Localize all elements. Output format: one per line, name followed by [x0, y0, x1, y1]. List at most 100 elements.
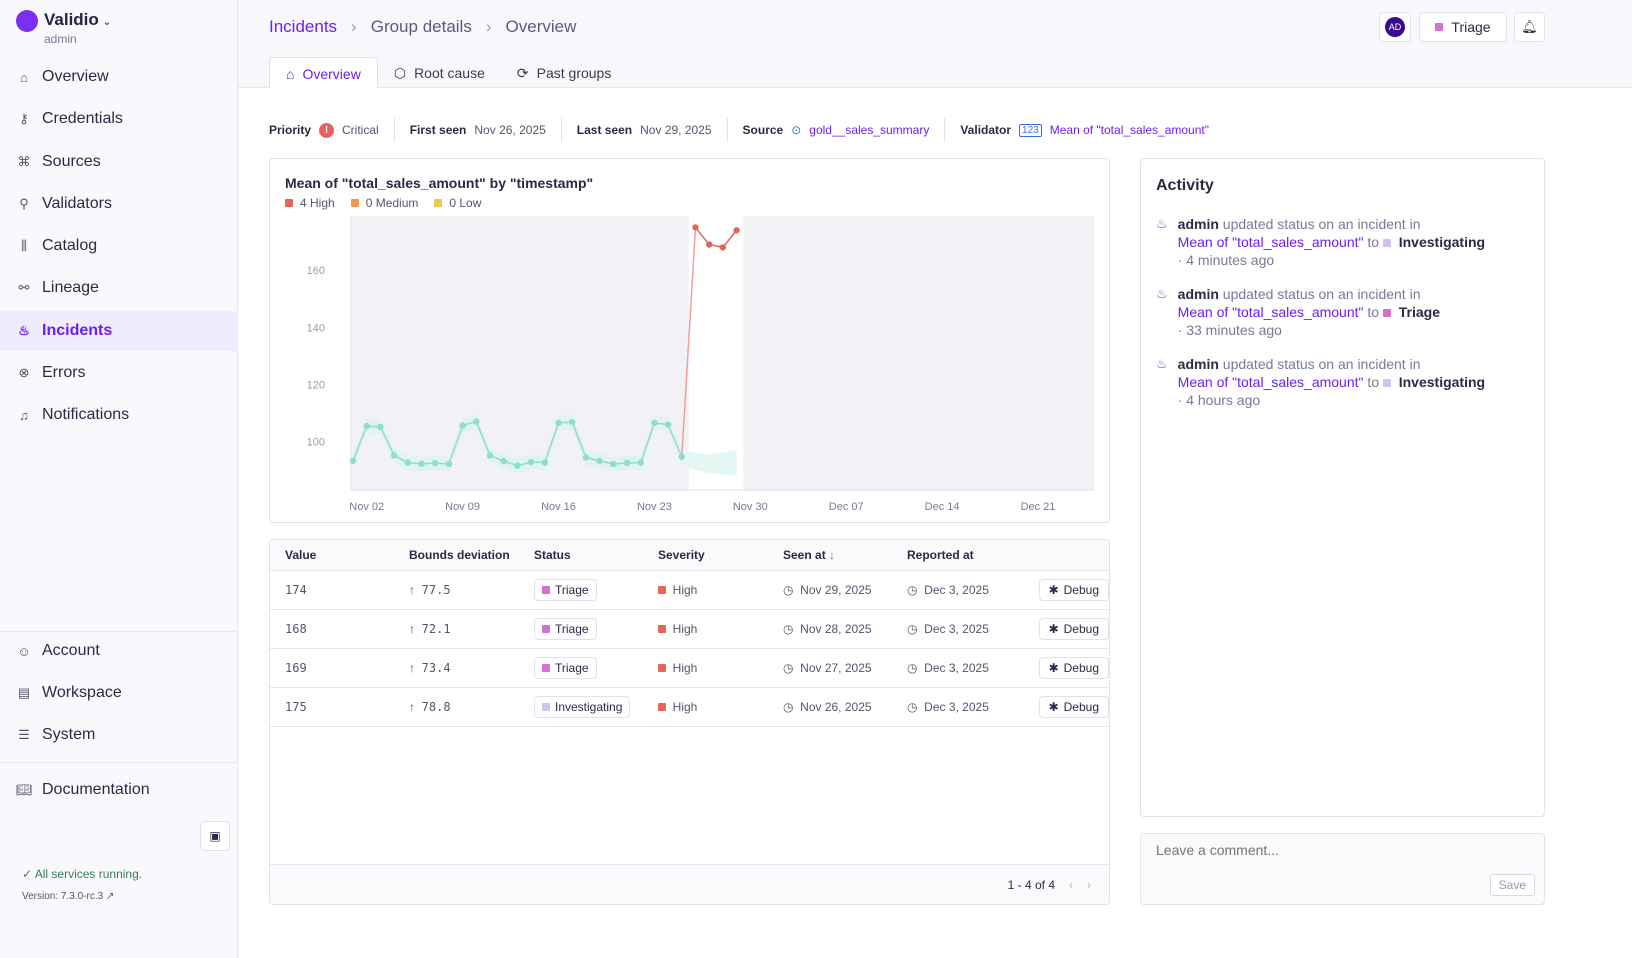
tab-root-cause[interactable]: ⬡ Root cause — [378, 57, 501, 89]
anomaly-data-point — [706, 241, 713, 248]
sidebar-item-notifications[interactable]: ♫ Notifications — [0, 395, 238, 435]
table-row[interactable]: 169 ↑ 73.4 Triage High ◷ Nov 27, 2025 ◷ … — [270, 648, 1109, 688]
x-tick-label: Nov 30 — [733, 501, 768, 513]
sidebar-item-incidents[interactable]: ♨ Incidents — [0, 310, 238, 351]
home-icon: ⌂ — [20, 69, 28, 85]
plot-background — [743, 216, 1094, 490]
collapse-sidebar-button[interactable]: ▣ — [200, 821, 230, 851]
debug-button[interactable]: ✱ Debug — [1038, 578, 1109, 601]
sidebar-item-label: Overview — [42, 68, 109, 85]
sidebar-item-credentials[interactable]: ⚷ Credentials — [0, 99, 238, 139]
last-seen-label: Last seen — [576, 123, 633, 137]
chevron-down-icon: ⌄ — [102, 16, 112, 28]
column-header-severity[interactable]: Severity — [643, 540, 768, 571]
column-header-actions — [1023, 540, 1109, 571]
reported-at-cell: ◷ Dec 3, 2025 — [892, 687, 1024, 727]
table-row[interactable]: 174 ↑ 77.5 Triage High ◷ Nov 29, 2025 ◷ … — [270, 570, 1109, 610]
anomaly-connector — [681, 227, 697, 457]
workspace-switcher[interactable]: Validio ⌄ admin — [16, 10, 112, 46]
x-tick-label: Nov 09 — [445, 501, 480, 513]
status-badge[interactable]: Triage — [534, 617, 597, 640]
bug-icon: ✱ — [1048, 660, 1059, 675]
source-label: Source — [742, 123, 784, 137]
status-badge[interactable]: Triage — [534, 578, 597, 601]
save-comment-button[interactable]: Save — [1489, 874, 1535, 896]
sources-icon: ⌘ — [17, 153, 31, 169]
status-cell: Triage — [519, 570, 643, 610]
activity-status: Triage — [1398, 304, 1440, 320]
debug-button[interactable]: ✱ Debug — [1038, 695, 1109, 718]
incidents-table-card: Value Bounds deviation Status Severity S… — [269, 539, 1110, 905]
arrow-up-icon: ↑ — [409, 621, 415, 636]
debug-button[interactable]: ✱ Debug — [1038, 656, 1109, 679]
severity-text: High — [672, 582, 698, 597]
source-link[interactable]: gold__sales_summary — [809, 123, 930, 137]
debug-button[interactable]: ✱ Debug — [1038, 617, 1109, 640]
activity-validator-link[interactable]: Mean of "total_sales_amount" — [1177, 234, 1364, 250]
user-icon: ☺ — [17, 643, 31, 659]
previous-page-button[interactable]: ‹ — [1069, 877, 1073, 892]
column-header-seen-at[interactable]: Seen at ↓ — [768, 540, 892, 571]
activity-time: · 33 minutes ago — [1177, 322, 1282, 338]
severity-cell: High — [643, 648, 768, 688]
debug-label: Debug — [1063, 582, 1099, 597]
reported-at-text: Dec 3, 2025 — [924, 660, 989, 675]
tab-past-groups[interactable]: ⟳ Past groups — [501, 57, 627, 89]
column-header-status[interactable]: Status — [519, 540, 643, 571]
sidebar-item-workspace[interactable]: ▤ Workspace — [0, 673, 238, 713]
numeric-validator-icon: 123 — [1019, 123, 1042, 137]
activity-validator-link[interactable]: Mean of "total_sales_amount" — [1177, 374, 1364, 390]
deviation-cell: ↑ 78.8 — [394, 687, 519, 727]
activity-title: Activity — [1156, 177, 1214, 194]
user-menu-button[interactable]: AD — [1379, 12, 1411, 42]
breadcrumb-group-details[interactable]: Group details — [370, 17, 472, 36]
sidebar-item-documentation[interactable]: 📖︎ Documentation — [0, 770, 238, 810]
sidebar-item-sources[interactable]: ⌘ Sources — [0, 142, 238, 182]
bigquery-source-icon: ⊙ — [791, 123, 802, 137]
sidebar-item-validators[interactable]: ⚲ Validators — [0, 184, 238, 224]
sidebar-item-system[interactable]: ☰ System — [0, 715, 238, 755]
table-row[interactable]: 168 ↑ 72.1 Triage High ◷ Nov 28, 2025 ◷ … — [270, 609, 1109, 649]
chevron-right-icon: › — [485, 17, 492, 36]
debug-label: Debug — [1063, 621, 1099, 636]
activity-panel: Activity ♨ admin updated status on an in… — [1140, 158, 1545, 817]
sidebar-item-account[interactable]: ☺ Account — [0, 631, 238, 671]
severity-swatch — [658, 702, 666, 711]
value-cell: 168 — [270, 609, 394, 649]
column-header-value[interactable]: Value — [270, 540, 394, 571]
sidebar-item-lineage[interactable]: ⚯ Lineage — [0, 268, 238, 308]
column-header-bounds-deviation[interactable]: Bounds deviation — [394, 540, 519, 571]
validator-link[interactable]: Mean of "total_sales_amount" — [1049, 123, 1209, 137]
normal-data-point — [390, 452, 398, 459]
sidebar-item-label: Validators — [42, 194, 112, 212]
anomaly-series-line — [694, 226, 738, 249]
sidebar-item-catalog[interactable]: ⫼ Catalog — [0, 226, 238, 266]
critical-alert-icon: ! — [319, 122, 335, 138]
divider — [0, 631, 238, 632]
comment-input[interactable] — [1156, 842, 1526, 858]
status-dropdown-button[interactable]: Triage — [1419, 12, 1507, 42]
external-link-icon: ↗ — [105, 891, 115, 902]
anomaly-data-point — [719, 244, 727, 251]
table-row[interactable]: 175 ↑ 78.8 Investigating High ◷ Nov 26, … — [270, 687, 1109, 727]
version-link[interactable]: Version: 7.3.0-rc.3 ↗ — [22, 891, 114, 902]
activity-to: to — [1367, 374, 1380, 390]
tab-overview[interactable]: ⌂ Overview — [269, 57, 378, 89]
building-icon: ▤ — [17, 685, 31, 700]
next-page-button[interactable]: › — [1087, 877, 1091, 892]
severity-cell: High — [643, 687, 768, 727]
normal-data-point — [404, 459, 411, 466]
status-badge[interactable]: Triage — [534, 656, 597, 679]
status-text: Investigating — [555, 699, 623, 714]
chart-plot[interactable]: 100 120 140 160 Nov 02 Nov 09 Nov 16 Nov 23 Nov … — [270, 159, 1111, 524]
seen-at-cell: ◷ Nov 28, 2025 — [768, 609, 892, 649]
actions-cell: ✱ Debug — [1023, 648, 1109, 688]
status-badge[interactable]: Investigating — [534, 695, 631, 718]
breadcrumb-incidents[interactable]: Incidents — [269, 17, 338, 36]
activity-validator-link[interactable]: Mean of "total_sales_amount" — [1177, 304, 1364, 320]
sidebar-item-overview[interactable]: ⌂ Overview — [0, 57, 238, 97]
severity-text: High — [672, 699, 698, 714]
column-header-reported-at[interactable]: Reported at — [892, 540, 1024, 571]
notifications-button[interactable]: 🔔︎ — [1514, 12, 1545, 42]
sidebar-item-errors[interactable]: ⊗ Errors — [0, 353, 238, 393]
